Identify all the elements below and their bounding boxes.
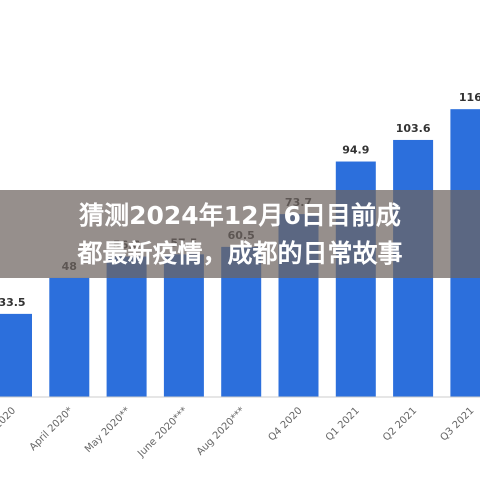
banner-bg bbox=[0, 190, 480, 278]
x-tick-label: 2020 bbox=[0, 405, 18, 431]
x-tick-label: May 2020** bbox=[83, 405, 133, 455]
x-tick-label: Aug 2020*** bbox=[195, 405, 247, 457]
banner-text: 猜测2024年12月6日目前成 bbox=[78, 201, 401, 230]
value-label: 33.5 bbox=[0, 296, 26, 309]
bar bbox=[163, 254, 204, 397]
value-label: 103.6 bbox=[396, 122, 431, 135]
value-label: 116 bbox=[459, 91, 480, 104]
x-tick-label: Q3 2021 bbox=[438, 405, 476, 443]
bar bbox=[106, 256, 147, 397]
x-tick-label: Q2 2021 bbox=[381, 405, 419, 443]
banner-text: 都最新疫情，成都的日常故事 bbox=[76, 239, 402, 268]
bar bbox=[0, 313, 32, 397]
value-label: 94.9 bbox=[342, 144, 369, 157]
x-tick-label: Q1 2021 bbox=[324, 405, 362, 443]
bar bbox=[49, 277, 90, 397]
x-tick-label: June 2020*** bbox=[135, 405, 190, 460]
x-tick-label: Q4 2020 bbox=[267, 405, 305, 443]
x-tick-label: April 2020* bbox=[28, 405, 76, 453]
